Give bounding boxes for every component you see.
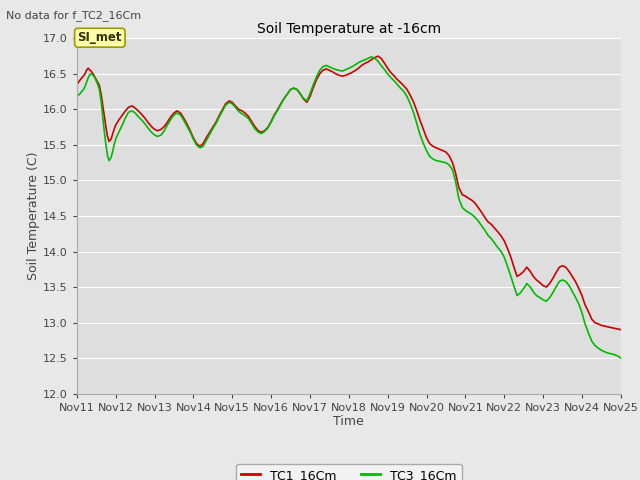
TC3_16Cm	[367, 54, 375, 60]
X-axis label: Time: Time	[333, 415, 364, 429]
TC3_16Cm	[122, 115, 129, 121]
TC3_16Cm	[97, 99, 105, 105]
Y-axis label: Soil Temperature (C): Soil Temperature (C)	[28, 152, 40, 280]
TC1_16Cm	[122, 108, 129, 114]
Text: No data for f_TC2_16Cm: No data for f_TC2_16Cm	[6, 10, 141, 21]
Line: TC1_16Cm: TC1_16Cm	[77, 56, 621, 330]
TC1_16Cm	[97, 92, 105, 98]
TC1_16Cm	[73, 82, 81, 87]
TC3_16Cm	[520, 286, 527, 291]
Line: TC3_16Cm: TC3_16Cm	[77, 57, 621, 358]
Legend: TC1_16Cm, TC3_16Cm: TC1_16Cm, TC3_16Cm	[236, 464, 461, 480]
TC1_16Cm	[196, 144, 204, 149]
TC3_16Cm	[196, 145, 204, 151]
TC1_16Cm	[520, 268, 527, 274]
TC1_16Cm	[617, 327, 625, 333]
TC3_16Cm	[316, 68, 323, 73]
TC3_16Cm	[73, 94, 81, 99]
TC1_16Cm	[374, 53, 382, 59]
Title: Soil Temperature at -16cm: Soil Temperature at -16cm	[257, 22, 441, 36]
TC1_16Cm	[316, 71, 323, 77]
TC1_16Cm	[313, 77, 321, 83]
Text: SI_met: SI_met	[77, 31, 122, 44]
TC3_16Cm	[313, 74, 321, 80]
TC3_16Cm	[617, 355, 625, 361]
